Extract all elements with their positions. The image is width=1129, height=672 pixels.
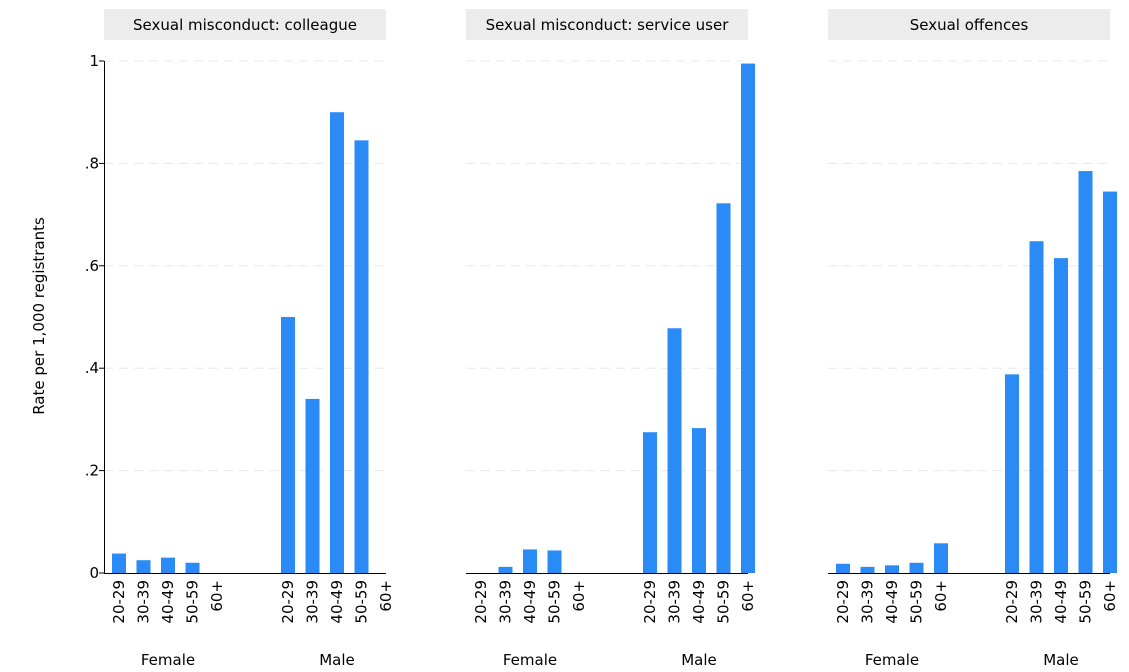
x-tick-label: 60+	[570, 580, 588, 612]
x-tick-label: 30-39	[1028, 580, 1046, 624]
y-tick-label: .8	[85, 154, 99, 172]
bar-female-50-59	[185, 562, 200, 573]
bar-female-50-59	[909, 562, 924, 573]
bar-female-50-59	[547, 550, 562, 573]
bar-male-30-39	[1029, 241, 1044, 573]
x-tick-label: 50-59	[546, 580, 564, 624]
bar-female-30-39	[136, 560, 151, 573]
panel-header	[828, 9, 1110, 40]
x-tick-label: 30-39	[135, 580, 153, 624]
x-tick-label: 40-49	[521, 580, 539, 624]
x-tick-label: 20-29	[834, 580, 852, 624]
bar-female-40-49	[885, 565, 899, 573]
bar-male-50-59	[716, 203, 731, 573]
group-label: Female	[865, 651, 919, 669]
group-label: Female	[503, 651, 557, 669]
x-tick-label: 40-49	[159, 580, 177, 624]
x-tick-label: 20-29	[472, 580, 490, 624]
bar-male-20-29	[1005, 374, 1019, 573]
bar-female-30-39	[860, 566, 875, 573]
group-label: Male	[681, 651, 717, 669]
x-tick-label: 50-59	[1077, 580, 1095, 624]
x-tick-label: 50-59	[715, 580, 733, 624]
bar-female-40-49	[523, 549, 537, 573]
x-tick-label: 30-39	[304, 580, 322, 624]
panel-3: Sexual offences 20-29 30-39 40-49 50-59 60+ Fe…	[828, 9, 1119, 669]
x-tick-label: 40-49	[690, 580, 708, 624]
y-tick-label: .6	[85, 257, 99, 275]
bar-male-50-59	[1078, 171, 1093, 573]
group-label: Male	[319, 651, 355, 669]
bar-male-60+	[1103, 191, 1117, 573]
x-tick-label: 20-29	[279, 580, 297, 624]
bar-female-20-29	[112, 553, 126, 573]
x-tick-label: 40-49	[1052, 580, 1070, 624]
bar-female-20-29	[836, 563, 850, 573]
bar-female-60+	[934, 543, 948, 573]
panel-title: Sexual misconduct: colleague	[133, 16, 357, 34]
bar-male-40-49	[330, 112, 344, 573]
bar-female-30-39	[498, 566, 513, 573]
bar-male-40-49	[692, 428, 706, 573]
y-tick-label: 0	[89, 564, 99, 582]
x-tick-label: 60+	[377, 580, 395, 612]
panel-2: Sexual misconduct: service user 20-29 30-3…	[466, 9, 757, 669]
y-tick-label: 1	[89, 52, 99, 70]
x-tick-label: 50-59	[353, 580, 371, 624]
bar-male-20-29	[643, 432, 657, 573]
x-tick-label: 20-29	[641, 580, 659, 624]
x-tick-label: 40-49	[883, 580, 901, 624]
bar-male-20-29	[281, 317, 295, 573]
bar-female-40-49	[161, 557, 175, 573]
panel-header	[104, 9, 386, 40]
x-tick-label: 30-39	[497, 580, 515, 624]
x-tick-label: 50-59	[908, 580, 926, 624]
x-tick-label: 60+	[739, 580, 757, 612]
x-tick-label: 30-39	[859, 580, 877, 624]
panel-header	[466, 9, 748, 40]
x-tick-label: 30-39	[666, 580, 684, 624]
y-tick-label: .4	[85, 359, 99, 377]
x-tick-label: 60+	[932, 580, 950, 612]
x-tick-label: 20-29	[110, 580, 128, 624]
group-label: Female	[141, 651, 195, 669]
bar-male-30-39	[305, 398, 320, 573]
x-tick-label: 50-59	[184, 580, 202, 624]
panel-1: Sexual misconduct: colleague 20-29 30-39 40…	[99, 9, 395, 669]
x-tick-label: 60+	[208, 580, 226, 612]
y-axis-label: Rate per 1,000 registrants	[30, 217, 48, 415]
y-tick-label: .2	[85, 462, 99, 480]
bar-male-40-49	[1054, 258, 1068, 573]
bar-male-60+	[741, 63, 755, 574]
group-label: Male	[1043, 651, 1079, 669]
panel-title: Sexual misconduct: service user	[486, 16, 730, 34]
bar-male-30-39	[667, 328, 682, 573]
x-tick-label: 20-29	[1003, 580, 1021, 624]
bar-male-50-59	[354, 140, 369, 574]
x-tick-label: 60+	[1101, 580, 1119, 612]
x-tick-label: 40-49	[328, 580, 346, 624]
panel-title: Sexual offences	[910, 16, 1029, 34]
